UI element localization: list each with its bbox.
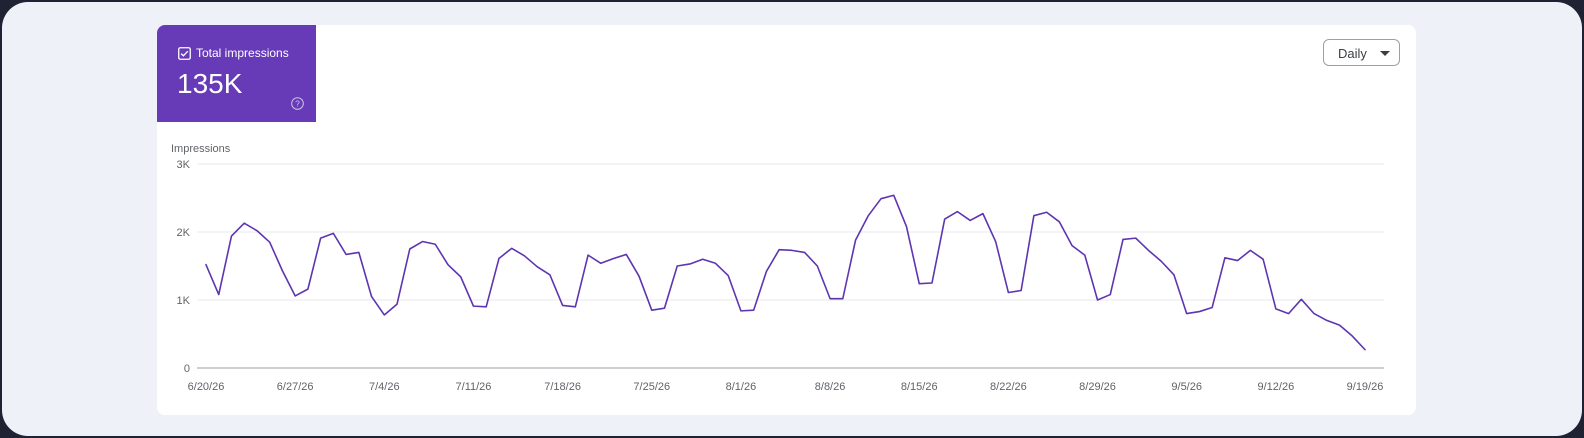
x-tick-label: 8/22/26 bbox=[990, 381, 1027, 393]
x-tick-label: 9/19/26 bbox=[1347, 381, 1384, 393]
x-tick-label: 8/1/26 bbox=[726, 381, 757, 393]
x-tick-label: 7/18/26 bbox=[544, 381, 581, 393]
svg-text:?: ? bbox=[295, 99, 300, 109]
x-tick-label: 9/5/26 bbox=[1171, 381, 1202, 393]
performance-chart-card: Total impressions 135K ? Daily Impressio… bbox=[157, 25, 1416, 415]
metric-value: 135K bbox=[177, 68, 243, 99]
x-tick-label: 8/8/26 bbox=[815, 381, 846, 393]
x-tick-label: 7/25/26 bbox=[633, 381, 670, 393]
x-tick-label: 8/29/26 bbox=[1079, 381, 1116, 393]
granularity-selected-value: Daily bbox=[1338, 46, 1367, 61]
y-tick-label: 1K bbox=[177, 295, 191, 307]
help-icon[interactable]: ? bbox=[291, 97, 304, 110]
metric-label: Total impressions bbox=[196, 46, 289, 60]
impressions-series-line bbox=[205, 194, 1366, 351]
total-impressions-metric-card[interactable]: Total impressions 135K ? bbox=[157, 25, 316, 122]
y-tick-label: 3K bbox=[177, 159, 191, 171]
x-tick-label: 8/15/26 bbox=[901, 381, 938, 393]
granularity-dropdown[interactable]: Daily bbox=[1323, 39, 1400, 66]
x-tick-label: 9/12/26 bbox=[1257, 381, 1294, 393]
x-tick-label: 6/20/26 bbox=[188, 381, 225, 393]
y-tick-label: 0 bbox=[184, 363, 190, 375]
checkbox-checked-icon[interactable] bbox=[178, 46, 191, 60]
impressions-line-chart: 3K 2K 1K 0 6/20/26 6/27/26 7/4/26 7/11/26 7/18/2… bbox=[177, 159, 1384, 393]
chevron-down-icon bbox=[1380, 51, 1390, 56]
x-tick-label: 6/27/26 bbox=[277, 381, 314, 393]
y-axis-title: Impressions bbox=[171, 143, 231, 155]
metric-header: Total impressions bbox=[178, 46, 289, 60]
x-tick-label: 7/11/26 bbox=[456, 381, 492, 393]
y-tick-label: 2K bbox=[177, 227, 191, 239]
x-tick-label: 7/4/26 bbox=[369, 381, 400, 393]
